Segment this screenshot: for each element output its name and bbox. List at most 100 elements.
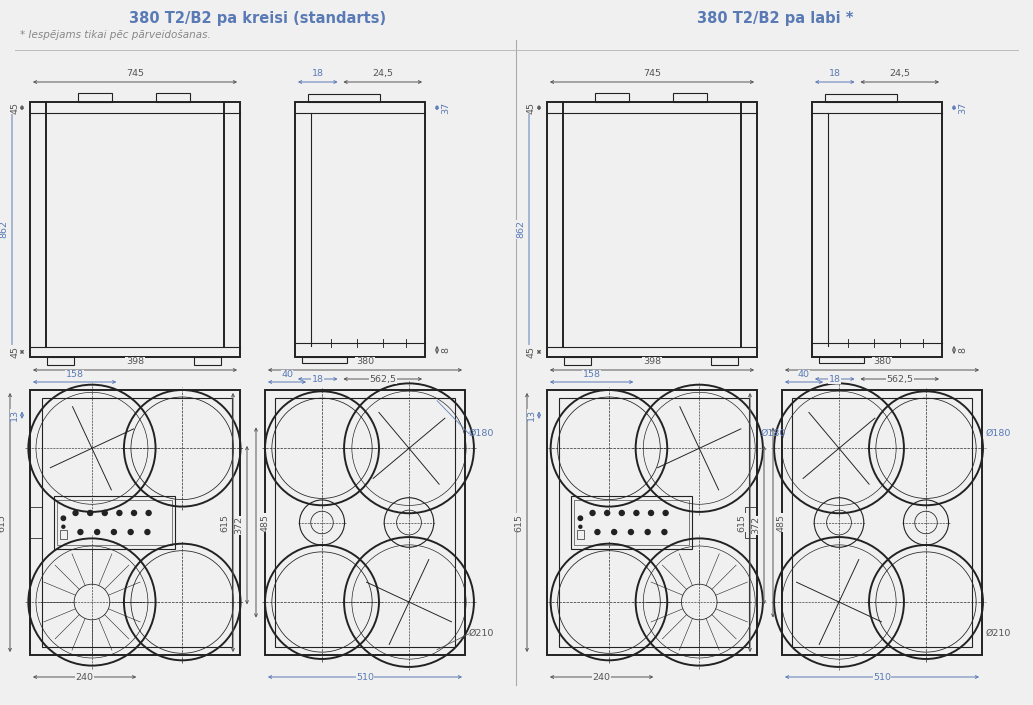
Bar [812,102,942,357]
Text: 380: 380 [356,357,374,366]
Text: 37: 37 [441,102,450,114]
Text: 18: 18 [312,69,323,78]
Bar [30,102,240,357]
Text: 380 T2/B2 pa labi *: 380 T2/B2 pa labi * [696,11,853,27]
Bar [54,496,176,549]
Bar [825,94,897,102]
Circle shape [590,510,595,515]
Text: Ø180: Ø180 [987,429,1011,439]
Circle shape [612,529,617,534]
Bar [79,93,112,102]
Text: 380 T2/B2 pa kreisi (standarts): 380 T2/B2 pa kreisi (standarts) [129,11,386,27]
Text: 18: 18 [828,375,841,384]
Bar [295,102,425,357]
Text: 372: 372 [234,516,243,534]
Text: 562,5: 562,5 [886,375,913,384]
Text: 862: 862 [0,221,8,238]
Bar [30,507,41,539]
Text: 615: 615 [0,513,6,532]
Text: 240: 240 [75,673,94,682]
Text: 8: 8 [441,347,450,353]
Circle shape [145,529,150,534]
Circle shape [77,529,83,534]
Text: 24,5: 24,5 [889,69,910,78]
Bar [674,93,707,102]
Bar [559,398,749,647]
Text: 398: 398 [126,357,144,366]
Bar [574,500,689,546]
Circle shape [102,510,107,515]
Text: Ø180: Ø180 [761,429,786,439]
Circle shape [578,516,583,520]
Bar [308,94,379,102]
Text: 485: 485 [777,513,786,532]
Text: 240: 240 [593,673,611,682]
Bar [595,93,629,102]
Text: 8: 8 [958,347,967,353]
Bar [576,530,584,539]
Text: 398: 398 [643,357,661,366]
Bar [30,390,240,655]
Bar [570,496,692,549]
Circle shape [112,529,117,534]
Text: 372: 372 [751,516,760,534]
Text: 45: 45 [527,346,536,358]
Bar [818,357,864,363]
Circle shape [95,529,99,534]
Circle shape [128,529,133,534]
Circle shape [62,525,65,528]
Bar [547,102,757,357]
Text: 615: 615 [514,513,523,532]
Bar [265,390,465,655]
Bar [711,357,739,364]
Text: Ø180: Ø180 [469,429,495,439]
Text: 40: 40 [281,370,293,379]
Circle shape [578,525,582,528]
Text: 158: 158 [583,370,600,379]
Circle shape [595,529,600,534]
Text: 13: 13 [527,409,536,421]
Circle shape [628,529,633,534]
Text: 615: 615 [737,513,746,532]
Text: 615: 615 [220,513,229,532]
Text: 562,5: 562,5 [369,375,397,384]
Circle shape [73,510,79,515]
Text: 24,5: 24,5 [372,69,394,78]
Text: 485: 485 [260,513,269,532]
Text: 45: 45 [10,346,19,358]
Bar [156,93,190,102]
Text: 40: 40 [799,370,810,379]
Circle shape [634,510,638,515]
Circle shape [604,510,609,515]
Text: Ø210: Ø210 [987,630,1011,638]
Circle shape [662,529,667,534]
Circle shape [146,510,151,515]
Bar [302,357,347,363]
Circle shape [649,510,654,515]
Text: 18: 18 [312,375,323,384]
Bar [792,398,972,647]
Text: Ø210: Ø210 [469,630,495,638]
Bar [41,398,231,647]
Bar [564,357,591,364]
Circle shape [131,510,136,515]
Text: 745: 745 [643,69,661,78]
Text: 18: 18 [828,69,841,78]
Text: * Iespējams tikai pēc pārveidošanas.: * Iespējams tikai pēc pārveidošanas. [20,30,211,40]
Bar [547,390,757,655]
Text: 158: 158 [66,370,84,379]
Text: 37: 37 [958,102,967,114]
Circle shape [646,529,650,534]
Circle shape [117,510,122,515]
Bar [275,398,455,647]
Text: 45: 45 [10,102,19,114]
Text: 45: 45 [527,102,536,114]
Bar [57,500,171,546]
Circle shape [61,516,65,520]
Circle shape [619,510,624,515]
Text: 862: 862 [516,221,525,238]
Circle shape [663,510,668,515]
Text: 745: 745 [126,69,144,78]
Text: 510: 510 [873,673,891,682]
Bar [746,507,757,539]
